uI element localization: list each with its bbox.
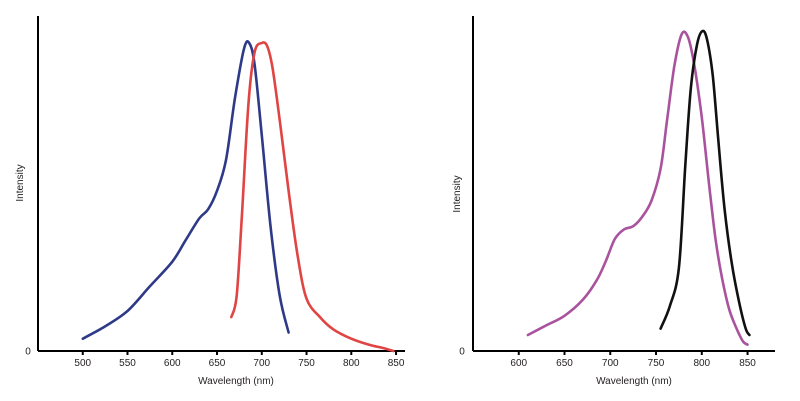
y-tick-label-zero-left: 0 [25,347,31,358]
x-tick-label-750: 750 [298,358,315,369]
x-tick-label-700: 700 [253,358,270,369]
series-right [526,29,751,346]
series-line-excitation [81,40,290,340]
x-tick-label-850: 850 [388,358,405,369]
x-tick-label-550: 550 [119,358,136,369]
series-line-emission [659,29,751,337]
x-tick-label-850: 850 [739,358,756,369]
y-axis-title-left: Intensity [15,164,26,201]
x-tick-label-650: 650 [209,358,226,369]
y-axis-title-right: Intensity [452,175,463,212]
x-tick-label-650: 650 [556,358,573,369]
x-ticks-right: 600 650 700 750 800 850 [510,351,756,369]
chart-left: 500 550 600 650 700 750 800 850 0 Intensity Wav… [15,16,405,387]
x-tick-label-800: 800 [343,358,360,369]
y-tick-label-zero-right: 0 [459,347,465,358]
x-tick-label-600: 600 [164,358,181,369]
x-axis-title-right: Wavelength (nm) [596,376,672,387]
series-line-excitation [526,30,749,346]
chart-right: 600 650 700 750 800 850 0 Intensity Wavelengt… [452,16,775,387]
x-tick-label-600: 600 [510,358,527,369]
x-tick-label-800: 800 [693,358,710,369]
x-ticks-left: 500 550 600 650 700 750 800 850 [74,351,405,369]
x-axis-title-left: Wavelength (nm) [198,376,274,387]
x-tick-label-700: 700 [602,358,619,369]
series-line-emission [230,41,395,353]
series-left [81,40,395,353]
x-tick-label-750: 750 [648,358,665,369]
x-tick-label-500: 500 [74,358,91,369]
